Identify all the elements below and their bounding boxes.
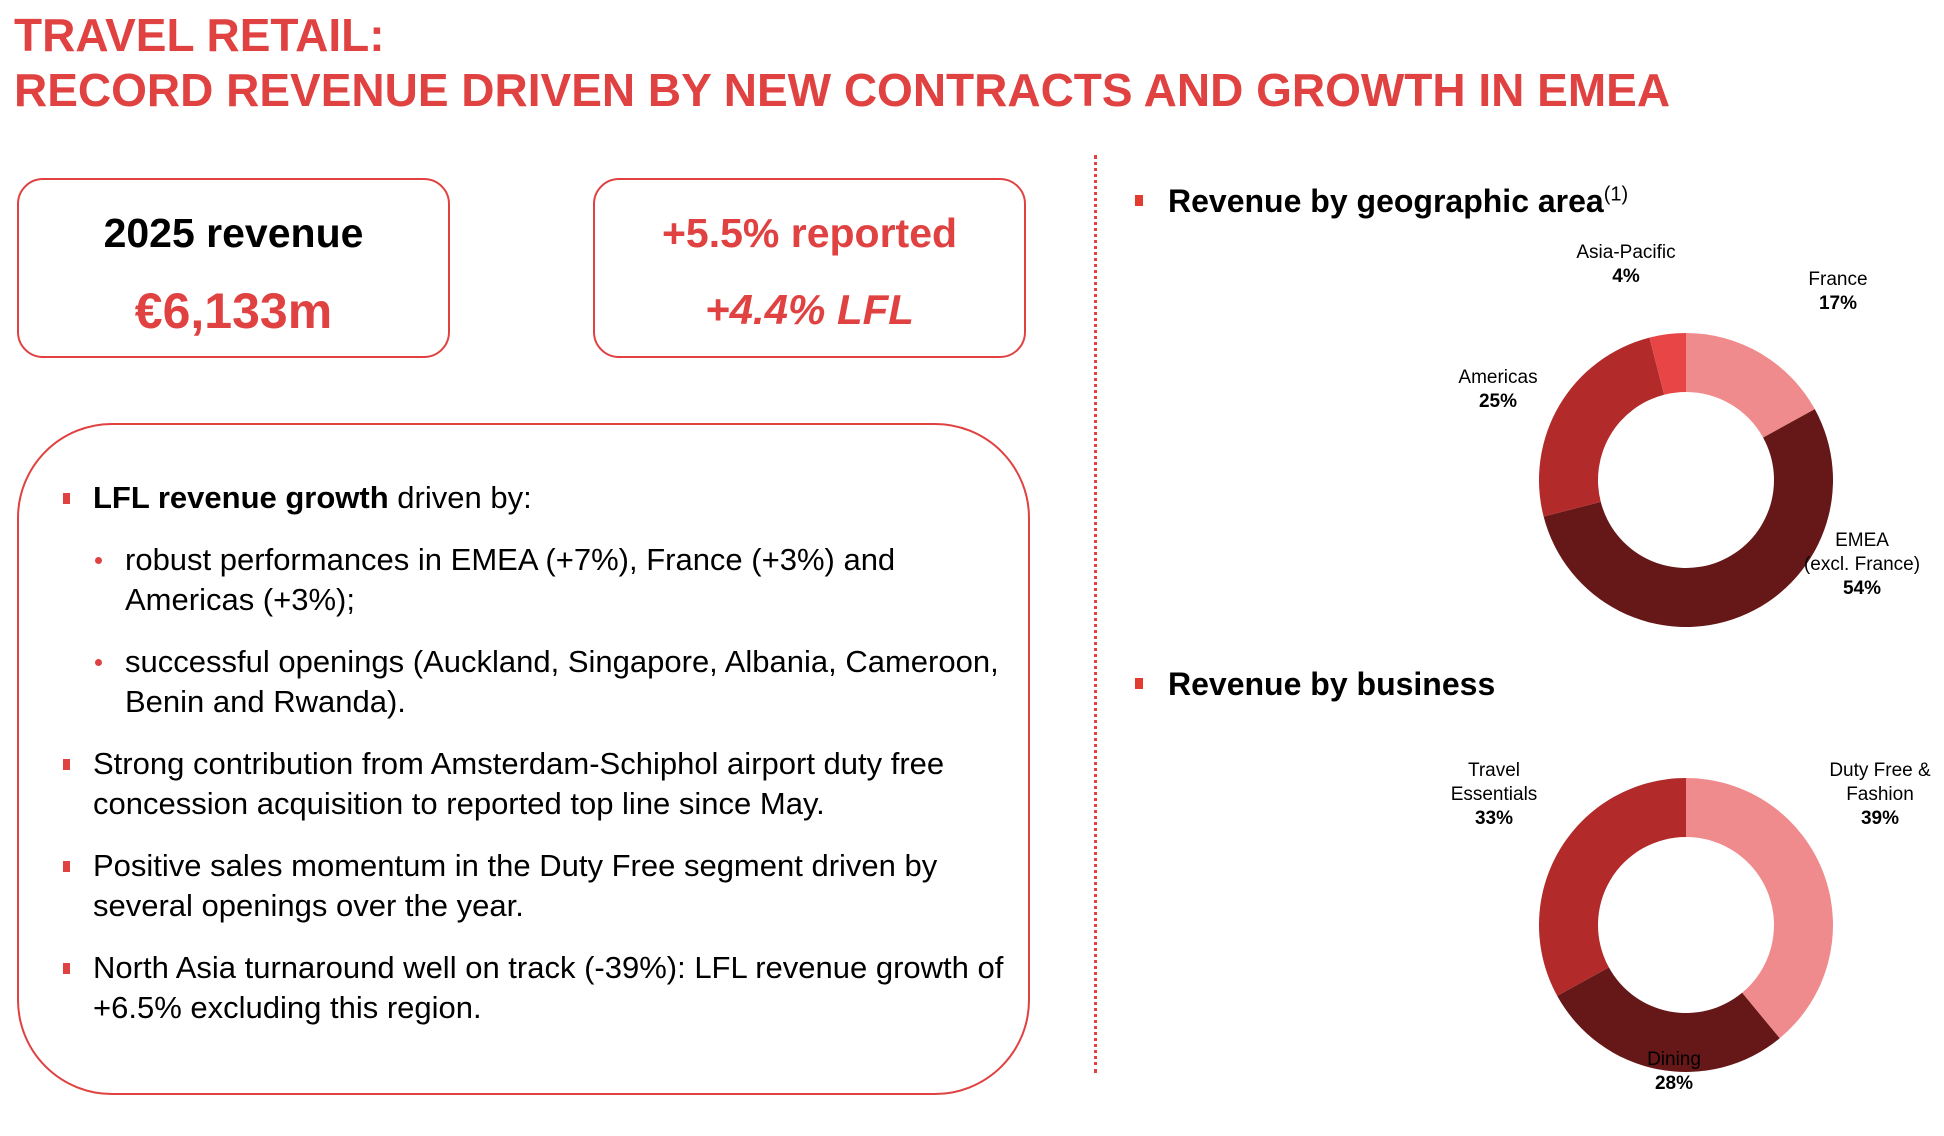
geo-chart-title-text: Revenue by geographic area	[1168, 183, 1604, 219]
bullet-text: Strong contribution from Amsterdam-Schip…	[93, 746, 945, 821]
donut-label-category: Travel	[1467, 760, 1521, 781]
donut-slice-americas	[1539, 337, 1665, 517]
bullet-item: North Asia turnaround well on track (-39…	[60, 948, 1020, 1028]
donut-label: EMEA (excl. France) 54%	[1804, 529, 1920, 601]
donut-slice-emea-excl-france	[1543, 409, 1833, 627]
square-bullet-icon	[63, 493, 70, 504]
lfl-growth: +4.4% LFL	[705, 286, 914, 333]
donut-label: Dining 28%	[1647, 1048, 1701, 1096]
square-bullet-icon	[1135, 678, 1143, 689]
donut-label-category: EMEA	[1835, 530, 1889, 551]
donut-label-value: 17%	[1818, 293, 1858, 314]
geo-chart-title: Revenue by geographic area(1)	[1135, 183, 1629, 220]
donut-label-category: Asia-Pacific	[1576, 242, 1676, 263]
donut-label-value: 4%	[1612, 266, 1640, 287]
donut-slice-dining	[1557, 967, 1780, 1073]
sub-bullet-item: successful openings (Auckland, Singapore…	[60, 642, 1020, 722]
donut-label: Asia-Pacific 4%	[1576, 241, 1675, 289]
business-donut	[1539, 778, 1834, 1073]
square-bullet-icon	[63, 861, 70, 872]
donut-label-category: Dining	[1647, 1049, 1701, 1070]
donut-label: Duty Free & Fashion 39%	[1829, 759, 1930, 831]
donut-label-category: France	[1808, 269, 1868, 290]
sub-bullet-text: robust performances in EMEA (+7%), Franc…	[125, 542, 896, 617]
bullet-item: Positive sales momentum in the Duty Free…	[60, 846, 1020, 926]
reported-growth: +5.5% reported	[661, 210, 958, 256]
donut-label-category: Americas	[1458, 367, 1538, 388]
donut-label-category: Essentials	[1450, 784, 1538, 805]
donut-slice-asia-pacific	[1649, 333, 1686, 395]
bullet-text: Positive sales momentum in the Duty Free…	[93, 848, 938, 923]
bullet-text: North Asia turnaround well on track (-39…	[93, 950, 1004, 1025]
slide-title-line2: RECORD REVENUE DRIVEN BY NEW CONTRACTS A…	[14, 64, 1671, 116]
square-bullet-icon	[63, 963, 70, 974]
donut-label-value: 33%	[1474, 808, 1514, 829]
highlights-list: LFL revenue growth driven by: robust per…	[60, 478, 1020, 1050]
donut-slice-travel-essentials	[1539, 778, 1686, 996]
revenue-value: €6,133m	[134, 283, 333, 339]
footnote-marker: (1)	[1603, 183, 1629, 206]
donut-label-value: 54%	[1842, 578, 1882, 599]
bullet-bold-text: LFL revenue growth	[93, 480, 389, 515]
donut-label: France 17%	[1808, 268, 1867, 316]
donut-charts	[1539, 333, 1834, 1073]
donut-label: Travel Essentials 33%	[1451, 759, 1538, 831]
bullet-item: LFL revenue growth driven by:	[60, 478, 1020, 518]
donut-label: Americas 25%	[1458, 366, 1537, 414]
sub-bullet-text: successful openings (Auckland, Singapore…	[125, 644, 999, 719]
slide-title-line1: TRAVEL RETAIL:	[14, 9, 385, 61]
donut-label-category: Duty Free &	[1829, 760, 1931, 781]
dot-bullet-icon	[95, 557, 102, 564]
donut-label-value: 25%	[1478, 391, 1518, 412]
dot-bullet-icon	[95, 659, 102, 666]
business-chart-title-text: Revenue by business	[1168, 666, 1496, 702]
bullet-item: Strong contribution from Amsterdam-Schip…	[60, 744, 1020, 824]
revenue-kpi-box: 2025 revenue €6,133m	[17, 178, 450, 358]
donut-label-value: 28%	[1654, 1073, 1694, 1094]
highlights-box	[17, 423, 1030, 1095]
square-bullet-icon	[1135, 195, 1143, 206]
slide-title: TRAVEL RETAIL: RECORD REVENUE DRIVEN BY …	[14, 8, 1670, 118]
donut-label-value: 39%	[1860, 808, 1900, 829]
donut-label-category: (excl. France)	[1803, 554, 1921, 575]
donut-slice-france	[1686, 333, 1815, 438]
sub-bullet-item: robust performances in EMEA (+7%), Franc…	[60, 540, 1020, 620]
growth-kpi-box: +5.5% reported +4.4% LFL	[593, 178, 1026, 358]
revenue-label: 2025 revenue	[103, 210, 364, 256]
business-chart-title: Revenue by business	[1135, 666, 1496, 703]
donut-label-category: Fashion	[1846, 784, 1914, 805]
section-divider	[1094, 155, 1097, 1073]
bullet-text: driven by:	[388, 480, 532, 515]
donut-slice-duty-free-fashion	[1686, 778, 1834, 1039]
square-bullet-icon	[63, 759, 70, 770]
geo-donut	[1539, 333, 1833, 627]
